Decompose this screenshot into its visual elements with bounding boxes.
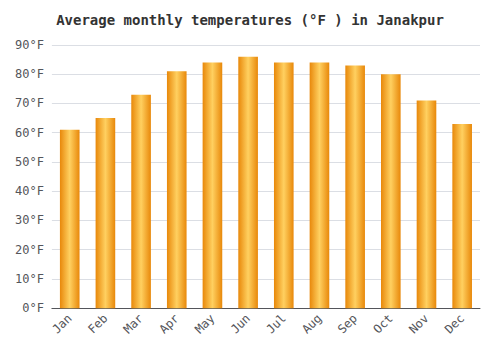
svg-text:90°F: 90°F	[15, 38, 44, 52]
svg-text:Mar: Mar	[121, 311, 146, 336]
svg-text:Sep: Sep	[335, 311, 360, 336]
svg-text:May: May	[192, 311, 217, 336]
svg-text:60°F: 60°F	[15, 126, 44, 140]
svg-text:Jun: Jun	[228, 311, 253, 336]
svg-text:0°F: 0°F	[22, 301, 44, 315]
svg-text:Jan: Jan	[49, 311, 74, 336]
svg-text:Feb: Feb	[85, 311, 110, 336]
svg-text:30°F: 30°F	[15, 213, 44, 227]
svg-text:Oct: Oct	[371, 311, 396, 336]
svg-text:Aug: Aug	[299, 311, 324, 336]
svg-text:Apr: Apr	[156, 311, 181, 336]
svg-text:Average monthly temperatures (: Average monthly temperatures (°F ) in Ja…	[56, 12, 444, 28]
svg-text:Nov: Nov	[406, 311, 431, 336]
svg-text:Dec: Dec	[442, 311, 467, 336]
svg-text:20°F: 20°F	[15, 243, 44, 257]
svg-text:10°F: 10°F	[15, 272, 44, 286]
svg-text:40°F: 40°F	[15, 184, 44, 198]
svg-text:50°F: 50°F	[15, 155, 44, 169]
svg-text:70°F: 70°F	[15, 96, 44, 110]
svg-text:80°F: 80°F	[15, 67, 44, 81]
svg-text:Jul: Jul	[264, 311, 289, 336]
